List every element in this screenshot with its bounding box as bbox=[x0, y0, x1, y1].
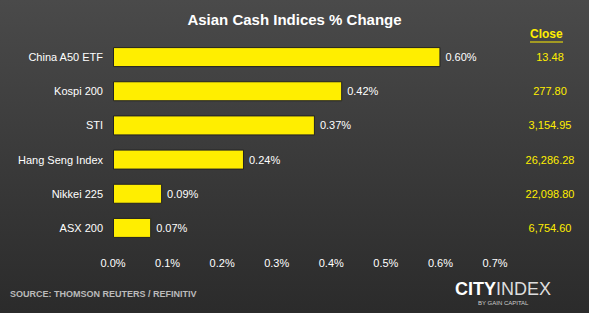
svg-text:0.07%: 0.07% bbox=[156, 222, 187, 234]
svg-text:277.80: 277.80 bbox=[533, 85, 567, 97]
svg-text:22,098.80: 22,098.80 bbox=[526, 188, 575, 200]
svg-text:0.5%: 0.5% bbox=[373, 257, 398, 269]
svg-text:6,754.60: 6,754.60 bbox=[529, 222, 572, 234]
svg-text:0.4%: 0.4% bbox=[319, 257, 344, 269]
svg-text:0.6%: 0.6% bbox=[428, 257, 453, 269]
svg-text:Asian Cash Indices % Change: Asian Cash Indices % Change bbox=[187, 11, 401, 28]
svg-text:0.09%: 0.09% bbox=[167, 188, 198, 200]
svg-text:BY GAIN CAPITAL: BY GAIN CAPITAL bbox=[478, 300, 529, 306]
svg-text:0.3%: 0.3% bbox=[264, 257, 289, 269]
svg-text:INDEX: INDEX bbox=[496, 279, 551, 299]
svg-text:3,154.95: 3,154.95 bbox=[529, 119, 572, 131]
svg-text:0.60%: 0.60% bbox=[445, 51, 476, 63]
svg-text:CITY: CITY bbox=[455, 279, 496, 299]
svg-text:Nikkei 225: Nikkei 225 bbox=[52, 188, 103, 200]
svg-text:ASX 200: ASX 200 bbox=[60, 222, 103, 234]
svg-text:0.2%: 0.2% bbox=[210, 257, 235, 269]
svg-text:0.7%: 0.7% bbox=[482, 257, 507, 269]
svg-text:Close: Close bbox=[530, 27, 563, 41]
svg-text:0.37%: 0.37% bbox=[320, 119, 351, 131]
svg-text:0.42%: 0.42% bbox=[347, 85, 378, 97]
svg-text:0.24%: 0.24% bbox=[249, 154, 280, 166]
svg-text:Kospi 200: Kospi 200 bbox=[54, 85, 103, 97]
svg-text:0.0%: 0.0% bbox=[100, 257, 125, 269]
svg-text:0.1%: 0.1% bbox=[155, 257, 180, 269]
svg-text:SOURCE: THOMSON REUTERS / REFI: SOURCE: THOMSON REUTERS / REFINITIV bbox=[10, 289, 197, 299]
svg-text:13.48: 13.48 bbox=[536, 51, 564, 63]
svg-text:China A50 ETF: China A50 ETF bbox=[28, 51, 103, 63]
svg-text:STI: STI bbox=[86, 119, 103, 131]
svg-text:26,286.28: 26,286.28 bbox=[526, 154, 575, 166]
svg-text:Hang Seng Index: Hang Seng Index bbox=[18, 154, 104, 166]
